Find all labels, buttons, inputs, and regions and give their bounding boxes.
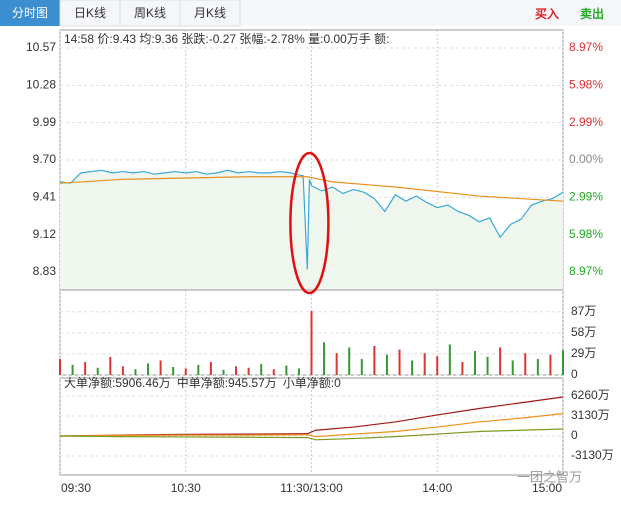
tab[interactable]: 分时图: [12, 6, 48, 20]
sell-button[interactable]: 卖出: [580, 6, 604, 21]
y-tick-label: 29万: [571, 346, 596, 360]
tab-box: [179, 0, 241, 27]
y-tick-label: 0: [571, 367, 578, 381]
x-tick-label: 09:30: [61, 481, 91, 495]
y2-tick-label: 8.97%: [569, 264, 603, 278]
buy-button[interactable]: 买入: [535, 7, 559, 21]
y2-tick-label: 5.98%: [569, 227, 603, 241]
area: [60, 170, 563, 290]
y2-tick-label: 0.00%: [569, 152, 603, 166]
x-tick-label: 11:30/13:00: [280, 481, 343, 495]
y-tick-label: 9.99: [33, 115, 57, 129]
x-tick-label: 15:00: [532, 481, 562, 495]
watermark: 一团之智万: [517, 469, 582, 484]
tab[interactable]: 日K线: [74, 6, 106, 20]
legend-entry: 小单净额:0: [283, 376, 341, 390]
tab[interactable]: 月K线: [194, 6, 226, 20]
y-tick-label: 6260万: [571, 388, 610, 402]
y-tick-label: 9.12: [33, 227, 57, 241]
line: [59, 176, 564, 202]
line: [59, 428, 564, 441]
tab[interactable]: 周K线: [134, 6, 166, 20]
legend-entry: 中单净额:945.57万: [177, 375, 277, 390]
highlight-ellipse: [289, 151, 330, 295]
y2-tick-label: 5.98%: [569, 77, 603, 91]
y-tick-label: 8.83: [33, 264, 57, 278]
x-tick-label: 14:00: [422, 481, 452, 495]
y-tick-label: -3130万: [571, 448, 614, 462]
y-tick-label: 0: [571, 428, 578, 442]
y-tick-label: 9.41: [33, 189, 57, 203]
y-tick-label: 10.28: [26, 78, 56, 92]
line: [59, 169, 564, 270]
tab-bar: [0, 0, 621, 26]
y-tick-label: 58万: [571, 325, 596, 339]
y2-tick-label: 2.99%: [569, 115, 603, 129]
y-tick-label: 87万: [571, 304, 596, 318]
x-tick-label: 10:30: [171, 481, 201, 495]
y-tick-label: 9.70: [33, 152, 57, 166]
y2-tick-label: 2.99%: [569, 190, 603, 204]
legend-entry: 大单净额:5906.46万: [64, 376, 171, 390]
y-tick-label: 3130万: [571, 408, 610, 422]
y-tick-label: 10.57: [26, 40, 56, 54]
y2-tick-label: 8.97%: [569, 40, 603, 54]
tab-active[interactable]: [0, 0, 60, 26]
info-line: 14:58 价:9.43 均:9.36 张跌:-0.27 张幅:-2.78% 量…: [64, 31, 389, 46]
line: [59, 413, 564, 438]
